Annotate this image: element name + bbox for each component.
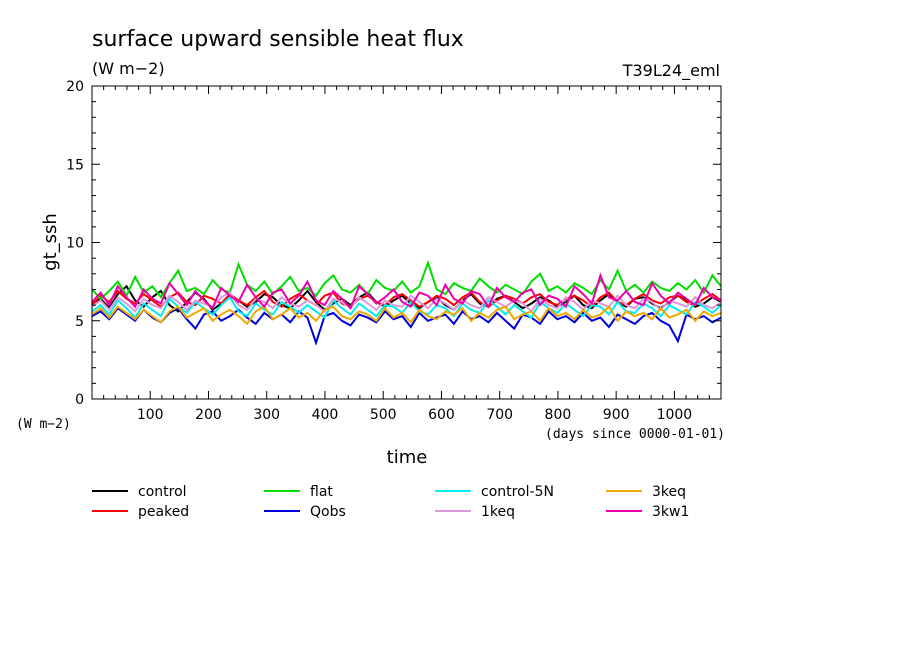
series-line-flat — [91, 259, 722, 301]
y-tick-label: 20 — [66, 79, 84, 95]
run-label: T39L24_eml — [622, 61, 720, 81]
y-tick-label: 5 — [75, 314, 84, 330]
x-tick-label: 700 — [486, 407, 513, 423]
series-line-3keq — [91, 305, 722, 326]
x-axis-unit: (days since 0000-01-01) — [545, 427, 725, 442]
series-line-control-5N — [91, 295, 722, 320]
legend-label-3kw1: 3kw1 — [652, 504, 689, 520]
x-tick-label: 300 — [253, 407, 280, 423]
legend-label-flat: flat — [310, 484, 333, 500]
y-axis-unit: (W m−2) — [16, 417, 71, 432]
legend-label-peaked: peaked — [138, 504, 189, 520]
legend-label-control: control — [138, 484, 187, 500]
x-tick-label: 800 — [545, 407, 572, 423]
legend-label-1keq: 1keq — [481, 504, 515, 520]
x-axis-label: time — [387, 447, 428, 468]
y-axis-label: gt_ssh — [40, 213, 61, 271]
chart-title: surface upward sensible heat flux — [92, 27, 464, 52]
series-layer — [91, 259, 722, 346]
x-tick-label: 400 — [312, 407, 339, 423]
x-tick-label: 600 — [428, 407, 455, 423]
series-line-1keq — [91, 291, 722, 313]
legend-label-Qobs: Qobs — [310, 504, 346, 520]
x-tick-label: 100 — [137, 407, 164, 423]
y-tick-label: 15 — [66, 157, 84, 173]
legend: control peaked flat Qobs control-5N 1keq 3keq 3… — [92, 484, 689, 520]
x-tick-label: 1000 — [657, 407, 693, 423]
series-line-3kw1 — [91, 272, 722, 311]
chart-subtitle: (W m−2) — [92, 59, 165, 78]
x-tick-label: 900 — [603, 407, 630, 423]
axes-layer: 0 5 10 15 20 100 200 300 400 500 600 700 800 900 1000 — [66, 79, 721, 423]
y-tick-label: 0 — [75, 392, 84, 408]
x-tick-label: 500 — [370, 407, 397, 423]
plot-frame — [91, 85, 722, 400]
y-tick-label: 10 — [66, 236, 84, 252]
legend-label-control-5N: control-5N — [481, 484, 554, 500]
legend-label-3keq: 3keq — [652, 484, 686, 500]
x-tick-label: 200 — [195, 407, 222, 423]
